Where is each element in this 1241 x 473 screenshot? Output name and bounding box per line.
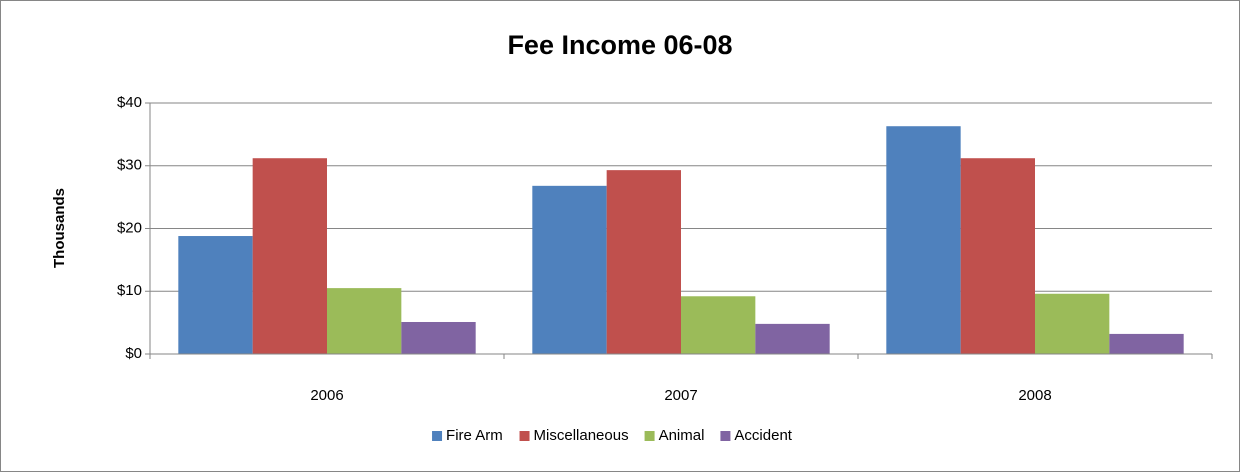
legend-swatch: [519, 431, 530, 441]
x-tick-label: 2006: [310, 387, 343, 404]
x-tick-label: 2007: [664, 387, 697, 404]
legend-label: Fire Arm: [446, 427, 503, 444]
bar: [606, 170, 681, 354]
bar: [1035, 293, 1110, 354]
legend-swatch: [720, 431, 731, 441]
y-tick-label: $30: [117, 157, 142, 174]
y-tick-label: $20: [117, 219, 142, 236]
bar: [532, 185, 607, 354]
y-tick-label: $10: [117, 282, 142, 299]
bar: [755, 323, 830, 354]
bar: [886, 126, 961, 354]
legend-swatch: [644, 431, 655, 441]
bar: [401, 321, 476, 354]
legend-label: Miscellaneous: [534, 427, 629, 444]
legend-label: Accident: [734, 427, 792, 444]
chart-title: Fee Income 06-08: [507, 30, 732, 60]
legend-label: Animal: [659, 427, 705, 444]
y-tick-label: $0: [125, 345, 142, 362]
y-tick-label: $40: [117, 94, 142, 111]
bar: [1109, 333, 1184, 354]
bar: [252, 158, 327, 354]
legend-swatch: [432, 431, 443, 441]
bar: [178, 236, 253, 354]
bar: [681, 296, 756, 354]
bar: [327, 288, 402, 354]
y-axis-label: Thousands: [51, 188, 68, 268]
x-tick-label: 2008: [1018, 387, 1051, 404]
bar: [960, 158, 1035, 354]
